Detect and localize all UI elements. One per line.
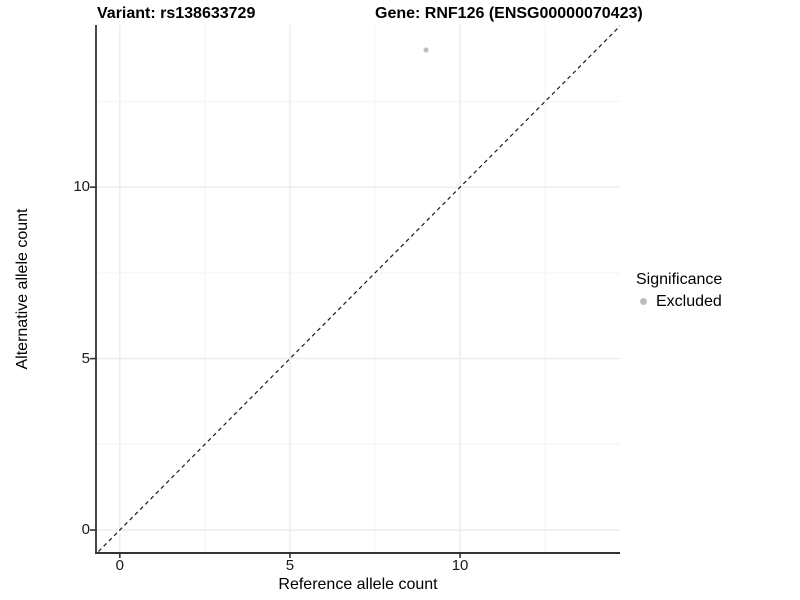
identity-dashed-line [96, 25, 620, 553]
y-axis-title: Alternative allele count [14, 208, 31, 370]
x-tick-label: 0 [115, 557, 124, 574]
x-tick-label: 5 [285, 557, 295, 574]
data-point [423, 47, 429, 53]
y-tick-label: 10 [73, 178, 90, 196]
legend-item-label: Excluded [656, 293, 722, 310]
variant-title: Variant: rs138633729 [97, 5, 256, 22]
legend-key-dot-icon [640, 298, 647, 305]
x-tick-label: 10 [451, 557, 469, 574]
legend-title: Significance [636, 271, 723, 288]
y-tick-label: 0 [81, 521, 90, 539]
legend-item-excluded: Excluded [636, 292, 722, 311]
x-axis-title: Reference allele count [278, 576, 438, 593]
gene-title: Gene: RNF126 (ENSG00000070423) [375, 5, 643, 22]
y-tick-label: 5 [81, 349, 90, 367]
legend: Significance Excluded [636, 270, 722, 311]
